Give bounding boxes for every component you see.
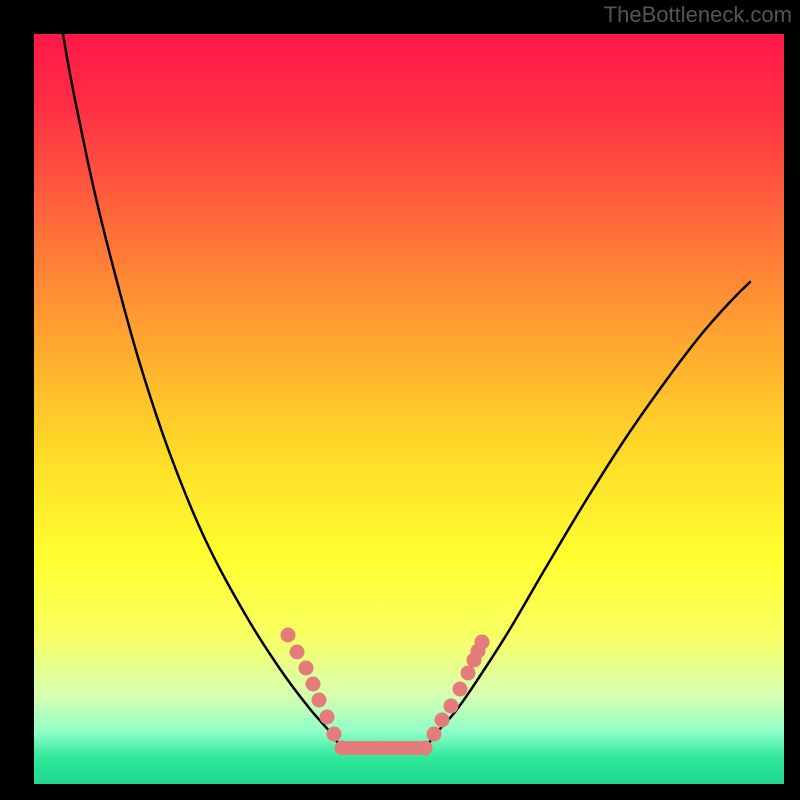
data-dot <box>320 710 335 725</box>
data-dot <box>327 727 342 742</box>
chart-frame: TheBottleneck.com <box>0 0 800 800</box>
data-dot-bar <box>342 741 425 755</box>
data-dot <box>435 713 450 728</box>
data-dot <box>281 628 296 643</box>
data-dot <box>475 635 490 650</box>
data-dot <box>427 727 442 742</box>
data-dot <box>312 693 327 708</box>
data-dot <box>299 661 314 676</box>
data-dot <box>306 677 321 692</box>
watermark-text: TheBottleneck.com <box>604 2 792 28</box>
data-dot <box>453 682 468 697</box>
data-dot <box>290 645 305 660</box>
gradient-plot <box>0 0 800 800</box>
data-dot <box>461 666 476 681</box>
data-dot <box>444 699 459 714</box>
